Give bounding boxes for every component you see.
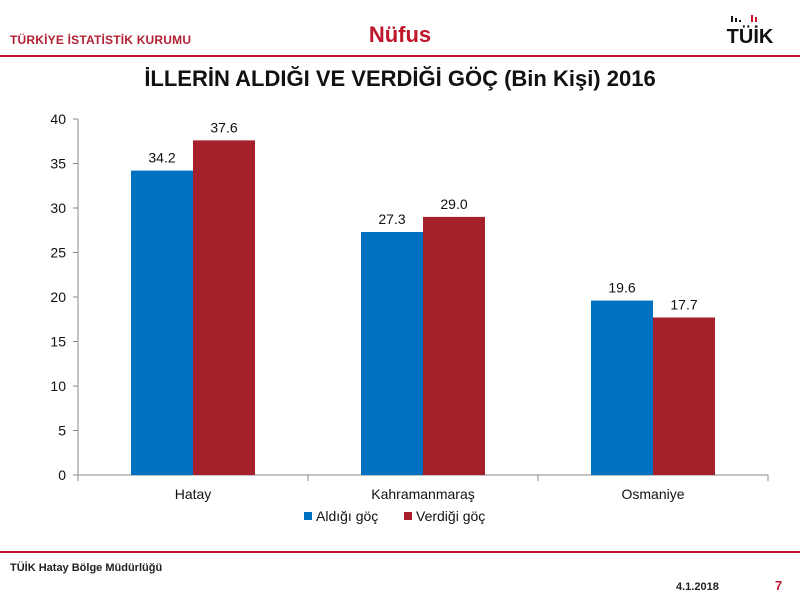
page-number: 7	[775, 578, 783, 593]
bar-chart: 0 5 10 15 20 25 30 35 40 Hatay 34.2 37.6 Kahramanmar…	[50, 111, 769, 524]
org-name: TÜRKİYE İSTATİSTİK KURUMU	[10, 33, 192, 47]
header-divider	[0, 55, 800, 57]
x-tick-label: Kahramanmaraş	[371, 486, 475, 502]
bar-verdigi	[653, 317, 715, 475]
legend-label: Verdiği göç	[416, 508, 485, 524]
data-label: 37.6	[210, 119, 237, 135]
y-tick-label: 25	[50, 245, 66, 261]
y-tick-label: 15	[50, 334, 66, 350]
legend-label: Aldığı göç	[316, 508, 378, 524]
data-label: 17.7	[670, 296, 697, 312]
data-label: 34.2	[148, 150, 175, 166]
logo-bars-icon	[731, 15, 757, 22]
tuik-logo: TÜİK	[727, 15, 774, 48]
footer-date: 4.1.2018	[676, 581, 719, 593]
bar-verdigi	[193, 140, 255, 476]
legend-swatch	[404, 512, 412, 520]
x-tick-label: Hatay	[175, 486, 212, 502]
y-tick-label: 35	[50, 156, 66, 172]
data-label: 19.6	[608, 280, 635, 296]
bar-aldigi	[361, 232, 423, 475]
y-tick-label: 0	[58, 467, 66, 483]
x-tick-label: Osmaniye	[621, 486, 684, 502]
bar-aldigi	[131, 170, 193, 475]
footer-office: TÜİK Hatay Bölge Müdürlüğü	[10, 562, 163, 574]
data-label: 29.0	[440, 196, 467, 212]
bar-verdigi	[423, 216, 485, 475]
y-tick-label: 20	[50, 289, 66, 305]
data-label: 27.3	[378, 211, 405, 227]
y-tick-label: 10	[50, 378, 66, 394]
y-tick-label: 30	[50, 200, 66, 216]
logo-text: TÜİK	[727, 25, 774, 48]
chart-title: İLLERİN ALDIĞI VE VERDİĞİ GÖÇ (Bin Kişi)…	[144, 66, 656, 91]
y-tick-label: 40	[50, 111, 66, 127]
bar-aldigi	[591, 300, 653, 475]
y-tick-label: 5	[58, 423, 66, 439]
footer-divider	[0, 551, 800, 553]
legend-swatch	[304, 512, 312, 520]
section-title: Nüfus	[368, 22, 432, 47]
